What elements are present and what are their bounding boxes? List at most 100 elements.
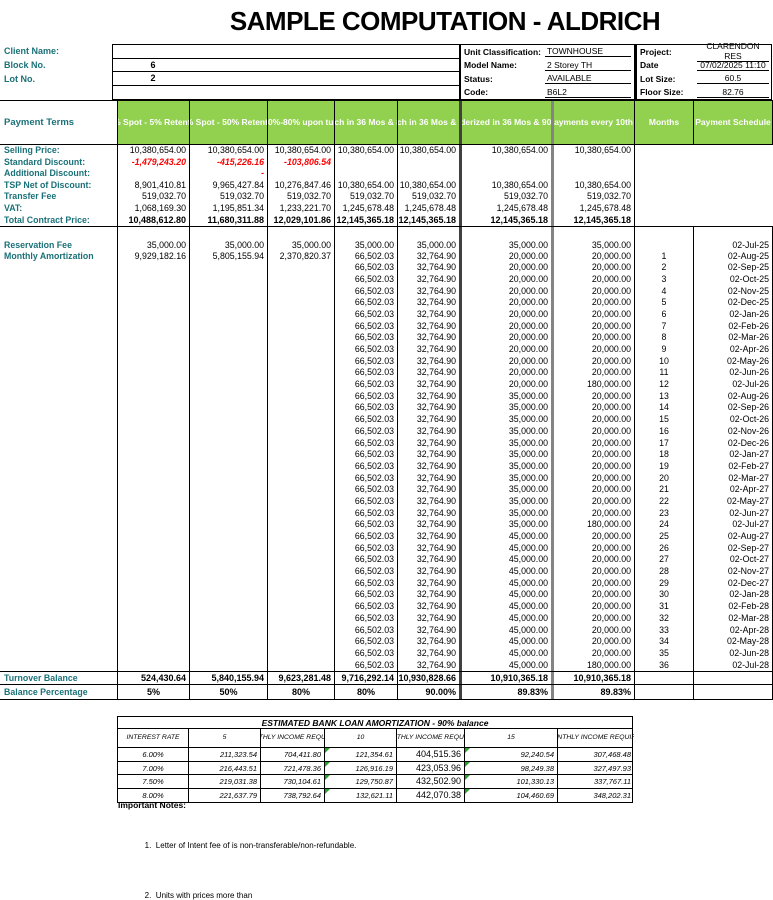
amortization-row: 66,502.03 32,764.90 35,000.00 20,000.00 … (0, 437, 773, 450)
amortization-row: 66,502.03 32,764.90 35,000.00 20,000.00 … (0, 390, 773, 403)
amort-value-cell (118, 519, 190, 531)
block-no-field[interactable]: 6 (113, 59, 459, 72)
amort-value-cell (118, 285, 190, 298)
amortization-row: 66,502.03 32,764.90 45,000.00 20,000.00 … (0, 601, 773, 613)
bank-value-cell: 104,460.69 (465, 788, 558, 802)
amort-value-cell: 20,000.00 (554, 542, 635, 555)
amort-value-cell: 32,764.90 (398, 601, 462, 613)
amort-value-cell (190, 460, 268, 473)
amortization-row: 66,502.03 32,764.90 35,000.00 20,000.00 … (0, 449, 773, 461)
amortization-row: 66,502.03 32,764.90 35,000.00 20,000.00 … (0, 472, 773, 485)
term-15-header: 15 (465, 729, 558, 747)
unit-info-value: 2 Storey TH (545, 60, 631, 71)
monthly-income-header: MONTHLY INCOME REQUIRED (397, 729, 465, 747)
amort-value-cell: 32,764.90 (398, 414, 462, 426)
amort-value-cell (268, 519, 335, 531)
reservation-value-cell: 35,000.00 (462, 238, 554, 251)
price-value-cell (118, 168, 190, 180)
amort-value-cell: 5,805,155.94 (190, 250, 268, 263)
amort-value-cell: 20,000.00 (554, 589, 635, 602)
amort-value-cell (190, 367, 268, 380)
bank-loan-rows: 6.00% 211,323.54 704,411.80 121,354.61 4… (118, 748, 632, 802)
amort-value-cell (118, 472, 190, 485)
bank-value-cell: 98,249.38 (465, 761, 558, 774)
amort-value-cell (118, 577, 190, 590)
amortization-row: 66,502.03 32,764.90 35,000.00 20,000.00 … (0, 460, 773, 473)
price-value-cell: 10,380,654.00 (462, 145, 554, 157)
amort-value-cell (190, 297, 268, 309)
column-header-spot-20-80: Spot 20%-80% upon turnover (268, 101, 335, 144)
turnover-balance-row: Turnover Balance 524,430.64 5,840,155.94… (0, 671, 773, 686)
amort-value-cell (268, 659, 335, 672)
lot-no-field[interactable]: 2 (113, 72, 459, 86)
amort-value-cell (118, 531, 190, 543)
bank-value-cell: 219,031.38 (189, 775, 261, 788)
month-number-cell: 10 (635, 355, 694, 368)
amortization-row-label (0, 495, 118, 508)
amort-value-cell (190, 425, 268, 438)
amort-value-cell: 20,000.00 (554, 554, 635, 567)
price-row-label: Total Contract Price: (0, 214, 118, 226)
amort-value-cell: 9,929,182.16 (118, 250, 190, 263)
month-number-cell: 1 (635, 250, 694, 263)
price-value-cell: 12,145,365.18 (554, 214, 635, 226)
amort-value-cell: 66,502.03 (335, 262, 398, 274)
percentage-months-empty (635, 685, 694, 700)
price-value-cell: 519,032.70 (398, 191, 462, 203)
price-value-cell: 519,032.70 (554, 191, 635, 203)
amort-value-cell: 66,502.03 (335, 250, 398, 263)
block-no-value[interactable]: 6 (150, 59, 156, 70)
payment-date-cell: 02-Sep-27 (694, 542, 773, 555)
amort-value-cell: 66,502.03 (335, 589, 398, 602)
price-value-cell (398, 156, 462, 168)
amortization-row-label (0, 320, 118, 333)
amort-value-cell: 32,764.90 (398, 577, 462, 590)
amort-value-cell (118, 425, 190, 438)
payment-date-cell: 02-Aug-27 (694, 531, 773, 543)
lot-no-value[interactable]: 2 (150, 73, 156, 84)
amortization-row-label (0, 507, 118, 520)
amort-value-cell: 35,000.00 (462, 437, 554, 450)
amort-value-cell: 66,502.03 (335, 647, 398, 660)
client-name-field[interactable] (113, 45, 459, 59)
price-value-cell: 10,380,654.00 (190, 145, 268, 157)
reservation-value-cell: 35,000.00 (335, 238, 398, 251)
payment-date-cell: 02-Feb-27 (694, 460, 773, 473)
project-info-row: Lot Size: 60.5 (637, 72, 771, 86)
amort-value-cell: 20,000.00 (554, 308, 635, 321)
bank-value-cell: 721,478.36 (261, 761, 325, 774)
amort-value-cell: 66,502.03 (335, 624, 398, 637)
amort-value-cell: 66,502.03 (335, 414, 398, 426)
extra-field[interactable] (113, 86, 459, 100)
unit-info-label: Model Name: (464, 60, 517, 71)
amort-value-cell (268, 332, 335, 344)
project-info-row: Date 07/02/2025 11:10 (637, 59, 771, 73)
amortization-row-label (0, 542, 118, 555)
month-number-cell: 36 (635, 659, 694, 672)
interest-rate-header: INTEREST RATE (118, 729, 189, 747)
amort-value-cell: 66,502.03 (335, 285, 398, 298)
amort-value-cell (190, 262, 268, 274)
payment-date-cell: 02-May-26 (694, 355, 773, 368)
amort-value-cell: 32,764.90 (398, 402, 462, 415)
amortization-row: 66,502.03 32,764.90 20,000.00 20,000.00 … (0, 262, 773, 274)
amort-value-cell: 32,764.90 (398, 297, 462, 309)
month-number-cell: 27 (635, 554, 694, 567)
amort-value-cell: 20,000.00 (554, 332, 635, 344)
bank-value-cell: 327,497.93 (593, 763, 631, 773)
amort-value-cell: 32,764.90 (398, 273, 462, 286)
amort-value-cell (190, 344, 268, 356)
bank-value-cell: 129,750.87 (325, 775, 397, 788)
amort-value-cell: 45,000.00 (462, 647, 554, 660)
amort-value-cell (190, 484, 268, 496)
schedule-empty-cell (694, 180, 773, 192)
payment-schedule-header: Payment Schedule (694, 101, 773, 144)
amort-value-cell (118, 262, 190, 274)
project-info-block: Project: CLARENDON RES Date 07/02/2025 1… (635, 41, 772, 100)
payment-date-cell: 02-Oct-25 (694, 273, 773, 286)
important-notes: Important Notes: 1. Letter of Intent fee… (118, 800, 718, 900)
month-number-cell: 3 (635, 273, 694, 286)
payment-terms-header-row: Payment Terms 95% Spot - 5% Retention 50… (0, 100, 773, 145)
bank-value-cell: 704,411.80 (261, 748, 325, 761)
amort-value-cell (190, 531, 268, 543)
